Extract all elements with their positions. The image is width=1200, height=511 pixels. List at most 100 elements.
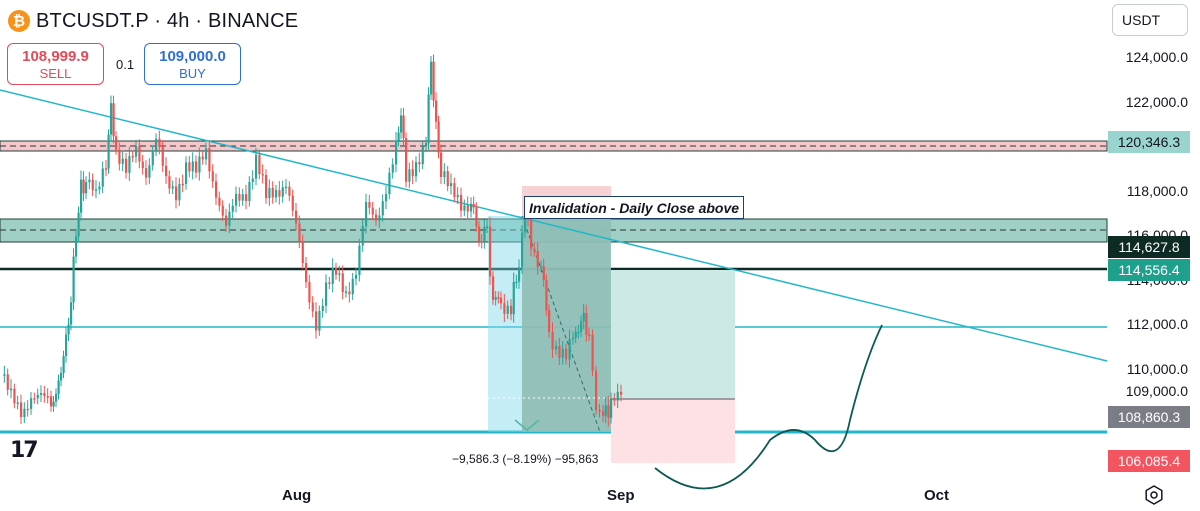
candle-body	[278, 190, 281, 197]
candle-body	[588, 334, 591, 337]
candle-body	[248, 181, 251, 201]
candle-body	[580, 321, 583, 332]
candle-body	[613, 398, 616, 401]
candle-body	[536, 251, 539, 267]
buy-price: 109,000.0	[159, 48, 226, 65]
candle-body	[281, 187, 284, 197]
candle-body	[43, 393, 46, 397]
candle-body	[577, 331, 580, 334]
candle-body	[375, 214, 378, 221]
measure-label: −9,586.3 (−8.19%) −95,863	[452, 452, 599, 466]
candle-body	[251, 178, 254, 182]
candle-body	[46, 396, 49, 398]
candle-body	[395, 140, 398, 165]
candle-body	[301, 240, 304, 264]
time-label-oct: Oct	[924, 487, 950, 504]
candle-body	[135, 146, 138, 157]
candle-body	[141, 161, 144, 169]
price-tag: 120,346.3	[1108, 131, 1190, 153]
candle-body	[530, 218, 533, 249]
candle-body	[489, 226, 492, 277]
candle-body	[555, 345, 558, 350]
candle-body	[405, 138, 408, 182]
tradingview-logo[interactable]: 17	[10, 438, 39, 463]
candle-body	[400, 115, 403, 133]
candle-body	[205, 148, 208, 160]
candle-body	[75, 236, 78, 257]
candle-body	[285, 186, 288, 189]
candle-body	[225, 215, 228, 226]
settings-icon[interactable]	[1144, 485, 1164, 505]
candle-body	[602, 411, 605, 416]
candle-body	[331, 268, 334, 284]
candle-body	[85, 182, 88, 194]
candle-body	[178, 183, 181, 201]
candle-body	[168, 176, 171, 189]
candle-body	[574, 332, 577, 338]
candle-body	[13, 388, 16, 404]
candle-body	[125, 158, 128, 173]
candle-body	[52, 401, 55, 407]
candle-body	[121, 158, 124, 164]
candle-body	[620, 391, 623, 395]
candle-body	[450, 183, 453, 187]
candle-body	[415, 162, 418, 177]
buy-button[interactable]: 109,000.0 BUY	[144, 43, 241, 85]
candle-body	[425, 143, 428, 147]
candle-body	[50, 396, 53, 407]
price-axis-label: 110,000.0	[1126, 361, 1188, 377]
candle-body	[235, 193, 238, 206]
candle-body	[512, 281, 515, 315]
price-axis-label: 109,000.0	[1125, 383, 1188, 400]
candle-body	[453, 183, 456, 198]
candle-body	[368, 201, 371, 208]
candle-body	[548, 310, 551, 332]
candle-body	[521, 232, 524, 268]
bitcoin-icon: ₿	[8, 10, 30, 32]
candle-body	[191, 161, 194, 172]
candle-body	[351, 278, 354, 295]
candle-body	[238, 193, 241, 201]
candle-body	[515, 281, 518, 284]
candle-body	[460, 194, 463, 211]
candle-body	[67, 324, 70, 335]
candle-body	[258, 154, 261, 175]
candle-body	[175, 186, 178, 201]
candle-body	[298, 223, 301, 241]
candle-body	[443, 171, 446, 178]
candle-body	[585, 312, 588, 335]
candle-body	[558, 345, 561, 358]
candle-body	[497, 297, 500, 299]
candle-body	[506, 305, 509, 314]
sell-button[interactable]: 108,999.9 SELL	[7, 43, 104, 85]
candle-body	[315, 311, 318, 331]
candle-body	[478, 226, 481, 242]
projected-path	[654, 324, 883, 490]
candle-body	[341, 273, 344, 293]
stop-zone	[611, 400, 735, 463]
candle-body	[57, 380, 60, 394]
candle-body	[561, 348, 564, 358]
quantity-value[interactable]: 0.1	[116, 57, 135, 72]
candle-body	[40, 393, 43, 395]
price-tag: 106,085.4	[1108, 450, 1190, 472]
candle-body	[20, 402, 23, 418]
candle-body	[148, 165, 151, 178]
candle-body	[355, 275, 358, 279]
candle-body	[265, 175, 268, 199]
candle-body	[70, 302, 73, 325]
candle-body	[607, 405, 610, 418]
candle-body	[432, 61, 435, 101]
symbol-title[interactable]: BTCUSDT.P · 4h · BINANCE	[36, 9, 299, 32]
invalidation-note[interactable]: Invalidation - Daily Close above	[524, 196, 745, 219]
candle-body	[591, 334, 594, 371]
candle-body	[211, 171, 214, 182]
candle-body	[36, 394, 39, 399]
candle-body	[321, 305, 324, 311]
candle-body	[427, 94, 430, 144]
candle-body	[195, 161, 198, 173]
candle-body	[470, 203, 473, 212]
candle-body	[437, 121, 440, 153]
currency-selector[interactable]: USDT	[1112, 4, 1188, 36]
